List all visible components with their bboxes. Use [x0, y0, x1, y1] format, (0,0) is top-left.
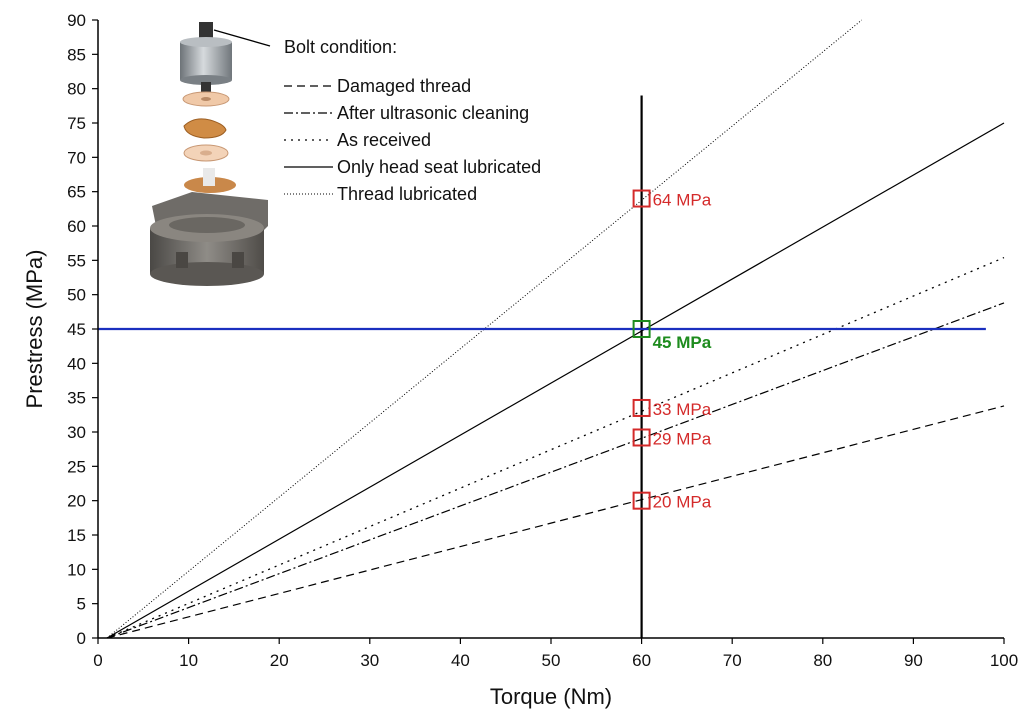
marker-label-29-mpa: 29 MPa	[653, 429, 712, 448]
x-tick-label: 50	[542, 651, 561, 670]
y-tick-label: 5	[77, 595, 86, 614]
reference-lines	[98, 95, 986, 638]
series-line-only-head-seat-lubricated	[106, 122, 1005, 639]
y-tick-label: 85	[67, 45, 86, 64]
series-line-as-received	[106, 256, 1005, 639]
legend-label-only-head-seat-lubricated: Only head seat lubricated	[337, 157, 541, 177]
marker-45-mpa	[632, 320, 651, 338]
y-tick-label: 45	[67, 320, 86, 339]
x-tick-label: 10	[179, 651, 198, 670]
y-tick-label: 0	[77, 629, 86, 648]
y-tick-label: 55	[67, 251, 86, 270]
y-tick-label: 50	[67, 286, 86, 305]
marker-label-64-mpa: 64 MPa	[653, 191, 712, 210]
y-tick-label: 70	[67, 148, 86, 167]
x-tick-label: 70	[723, 651, 742, 670]
y-axis-title: Prestress (MPa)	[22, 250, 47, 409]
legend-label-after-ultrasonic-cleaning: After ultrasonic cleaning	[337, 103, 529, 123]
x-tick-label: 30	[360, 651, 379, 670]
y-tick-label: 75	[67, 114, 86, 133]
legend-label-as-received: As received	[337, 130, 431, 150]
bolt-assembly-illustration	[150, 22, 271, 286]
x-tick-label: 40	[451, 651, 470, 670]
marker-29-mpa	[632, 428, 651, 447]
y-tick-label: 90	[67, 11, 86, 30]
x-tick-label: 80	[813, 651, 832, 670]
series-line-damaged-thread	[106, 405, 1005, 639]
series-line-thread-lubricated	[106, 19, 863, 639]
marker-label-20-mpa: 20 MPa	[653, 493, 712, 512]
y-tick-label: 20	[67, 492, 86, 511]
x-tick-label: 0	[93, 651, 102, 670]
x-tick-label: 100	[990, 651, 1018, 670]
marker-label-33-mpa: 33 MPa	[653, 400, 712, 419]
y-tick-label: 30	[67, 423, 86, 442]
y-tick-label: 15	[67, 526, 86, 545]
legend: Bolt condition: Damaged thread After ult…	[284, 37, 541, 204]
axis-ticks: 0 10 20 30 40 50 60 70 80 90 100 0 5 10 15 20 25 30 35 40 45…	[67, 11, 1018, 670]
markers: 64 MPa 45 MPa 33 MPa 29 MPa 20 MPa	[632, 189, 712, 512]
marker-33-mpa	[632, 398, 651, 417]
y-tick-label: 25	[67, 457, 86, 476]
y-tick-label: 40	[67, 354, 86, 373]
legend-title: Bolt condition:	[284, 37, 397, 57]
y-tick-label: 10	[67, 560, 86, 579]
y-tick-label: 60	[67, 217, 86, 236]
y-tick-label: 65	[67, 183, 86, 202]
x-tick-label: 60	[632, 651, 651, 670]
marker-64-mpa	[632, 189, 651, 208]
y-tick-label: 80	[67, 80, 86, 99]
x-axis-title: Torque (Nm)	[490, 684, 612, 709]
marker-label-45-mpa: 45 MPa	[653, 333, 712, 352]
y-tick-label: 35	[67, 389, 86, 408]
x-tick-label: 90	[904, 651, 923, 670]
legend-label-thread-lubricated: Thread lubricated	[337, 184, 477, 204]
marker-20-mpa	[632, 491, 651, 510]
series-lines	[106, 19, 1005, 639]
legend-label-damaged-thread: Damaged thread	[337, 76, 471, 96]
series-line-after-ultrasonic-cleaning	[106, 302, 1005, 639]
x-tick-label: 20	[270, 651, 289, 670]
